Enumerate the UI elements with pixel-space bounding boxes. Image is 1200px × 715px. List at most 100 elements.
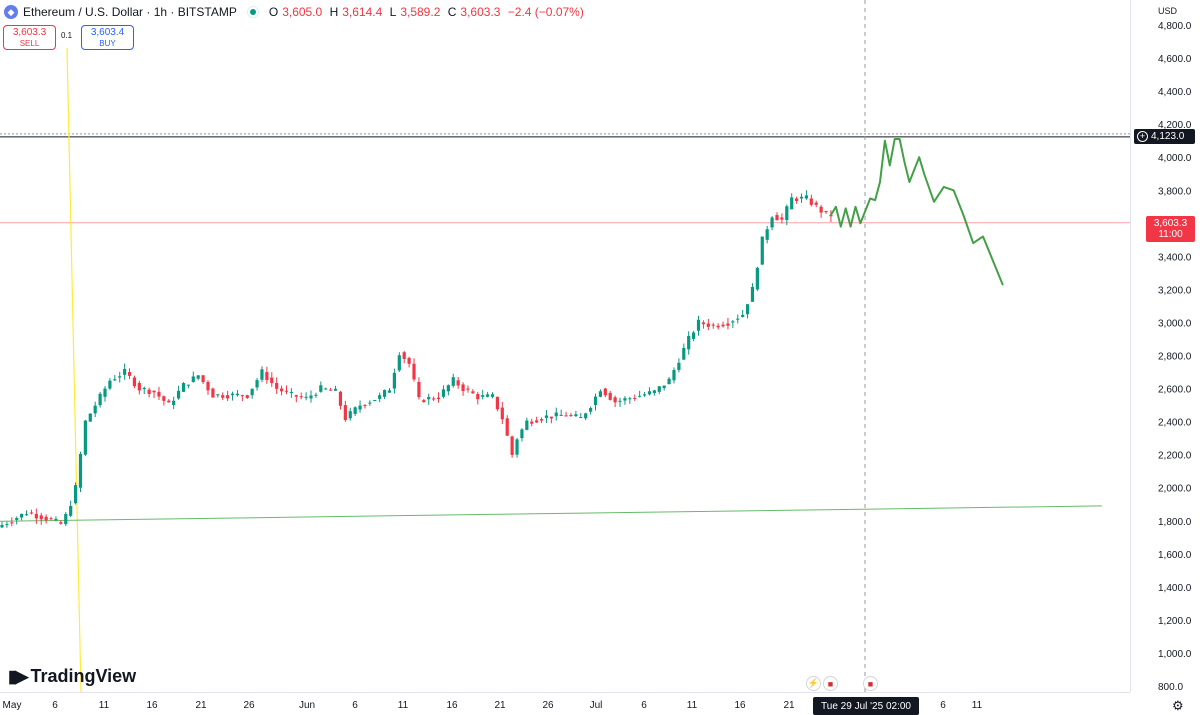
currency-label[interactable]: USD: [1158, 6, 1178, 16]
candle-body: [584, 413, 588, 419]
candle-body: [343, 405, 347, 421]
x-tick-label: 11: [687, 700, 698, 711]
candle-body: [387, 390, 392, 393]
buy-button[interactable]: 3,603.4 BUY: [81, 25, 134, 50]
candle-body: [579, 417, 583, 419]
us-flag-icon[interactable]: ■: [823, 676, 838, 691]
candle-body: [69, 505, 73, 516]
candle-body: [795, 198, 799, 201]
candle-body: [667, 378, 671, 385]
y-tick-label: 1,000.0: [1158, 649, 1192, 660]
candle-body: [476, 394, 480, 400]
close-label: C: [447, 5, 457, 19]
candle-body: [520, 429, 524, 439]
candle-body: [642, 394, 647, 396]
candle-body: [505, 418, 509, 436]
candle-body: [814, 202, 818, 205]
candle-body: [701, 322, 706, 325]
candle-body: [314, 394, 318, 396]
candle-body: [819, 206, 823, 213]
candle-body: [682, 347, 686, 360]
candle-body: [368, 402, 372, 404]
x-tick-label: 11: [99, 700, 110, 711]
candle-body: [255, 380, 259, 388]
y-tick-label: 4,600.0: [1158, 54, 1192, 65]
y-tick-label: 800.0: [1158, 682, 1183, 693]
candle-body: [549, 416, 553, 419]
ohlc-values: O 3,605.0 H 3,614.4 L 3,589.2 C 3,603.3 −2.4…: [269, 5, 588, 19]
candle-body: [785, 206, 789, 220]
candle-body: [123, 368, 127, 375]
candle-body: [716, 325, 720, 328]
crosshair-price-tag[interactable]: + 4,123.0: [1134, 129, 1195, 144]
candle-body: [589, 408, 593, 412]
candle-body: [265, 372, 269, 381]
candle-body: [461, 384, 465, 392]
candle-body: [510, 436, 514, 455]
candle-body: [338, 391, 343, 406]
open-value: 3,605.0: [282, 5, 323, 19]
candle-body: [436, 397, 441, 400]
event-spark-icon[interactable]: ⚡: [806, 676, 821, 691]
crosshair-date-tag: Tue 29 Jul '25 02:00: [813, 697, 919, 715]
candle-body: [525, 420, 529, 430]
candle-body: [427, 396, 431, 400]
candle-body: [559, 414, 563, 416]
sell-price: 3,603.3: [12, 27, 47, 38]
candle-body: [672, 369, 676, 381]
us-flag-icon[interactable]: ■: [863, 676, 878, 691]
candle-body: [98, 393, 102, 406]
candle-body: [407, 357, 411, 364]
candle-body: [127, 372, 132, 376]
candle-body: [544, 415, 549, 418]
candle-body: [221, 395, 225, 398]
symbol-title[interactable]: Ethereum / U.S. Dollar · 1h · BITSTAMP: [23, 5, 237, 19]
y-tick-label: 3,400.0: [1158, 252, 1192, 263]
open-label: O: [268, 5, 279, 19]
close-value: 3,603.3: [460, 5, 501, 19]
x-tick-label: Jul: [590, 700, 603, 711]
candle-body: [260, 369, 264, 380]
market-status-icon[interactable]: [246, 6, 259, 18]
gear-icon[interactable]: ⚙: [1172, 698, 1184, 713]
high-label: H: [329, 5, 339, 19]
candle-body: [466, 388, 470, 390]
candle-body: [652, 390, 656, 394]
last-price-tag: 3,603.3 11:00: [1146, 216, 1195, 242]
candle-body: [329, 389, 333, 391]
x-tick-label: 6: [52, 700, 58, 711]
y-tick-label: 1,200.0: [1158, 616, 1192, 627]
tradingview-logo[interactable]: ▮▶ TradingView: [8, 666, 136, 687]
candle-body: [780, 217, 784, 220]
candle-body: [593, 396, 598, 406]
candle-body: [211, 388, 215, 398]
candle-body: [608, 392, 612, 400]
x-tick-label: 16: [146, 700, 158, 711]
candle-body: [157, 391, 161, 397]
x-tick-label: 16: [734, 700, 746, 711]
y-tick-label: 1,800.0: [1158, 517, 1192, 528]
candle-body: [804, 195, 809, 199]
candle-body: [15, 518, 19, 520]
last-price: 3,603.3: [1153, 218, 1188, 229]
ethereum-icon: ◆: [4, 5, 18, 19]
add-plus-icon[interactable]: +: [1137, 131, 1148, 142]
sell-button[interactable]: 3,603.3 SELL: [3, 25, 56, 50]
x-tick-label: 6: [641, 700, 647, 711]
candle-body: [54, 518, 58, 521]
candle-body: [775, 215, 779, 221]
candle-body: [456, 380, 460, 386]
candle-body: [495, 396, 500, 410]
y-tick-label: 4,200.0: [1158, 120, 1192, 131]
candle-body: [633, 398, 637, 400]
tradingview-logo-text: TradingView: [30, 666, 137, 686]
candle-body: [750, 286, 755, 302]
x-tick-label: 21: [494, 700, 506, 711]
candle-body: [226, 395, 230, 399]
candle-body: [206, 381, 210, 391]
sell-label: SELL: [19, 39, 40, 48]
candle-body: [432, 398, 436, 400]
y-tick-label: 3,000.0: [1158, 318, 1192, 329]
high-value: 3,614.4: [342, 5, 383, 19]
